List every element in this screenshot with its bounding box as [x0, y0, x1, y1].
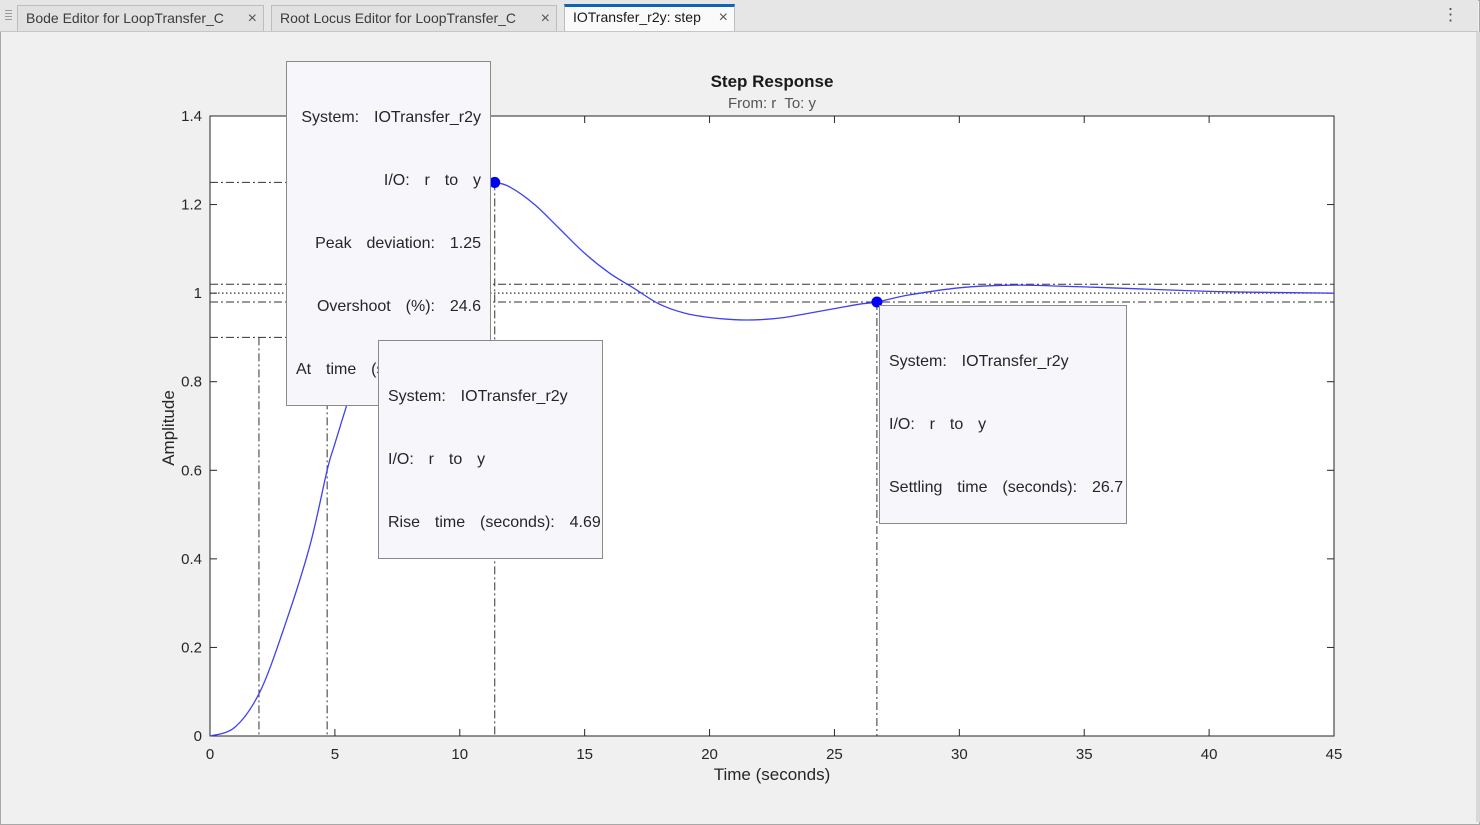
tab-root-locus-editor-label: Root Locus Editor for LoopTransfer_C — [280, 10, 517, 26]
close-icon[interactable]: × — [718, 9, 728, 26]
y-tick-label: 0.8 — [181, 374, 202, 391]
x-tick-label: 15 — [576, 746, 593, 763]
rise-time-datatip[interactable]: System: IOTransfer_r2y I/O: r to y Rise … — [378, 340, 603, 559]
settling-time-datatip[interactable]: System: IOTransfer_r2y I/O: r to y Settl… — [879, 305, 1127, 524]
chart-subtitle: From: r To: y — [728, 95, 817, 112]
y-tick-label: 1.2 — [181, 197, 202, 214]
datatip-line: I/O: r to y — [383, 172, 481, 189]
x-tick-label: 45 — [1326, 746, 1343, 763]
x-tick-label: 0 — [206, 746, 214, 763]
datatip-line: Overshoot (%): 24.6 — [316, 298, 481, 315]
tab-root-locus-editor[interactable]: Root Locus Editor for LoopTransfer_C × — [271, 5, 557, 31]
x-tick-label: 35 — [1076, 746, 1093, 763]
datatip-line: System: IOTransfer_r2y — [889, 353, 1069, 370]
datatip-line: Rise time (seconds): 4.69 — [388, 514, 601, 531]
document-tab-bar: Bode Editor for LoopTransfer_C × Root Lo… — [0, 0, 1478, 32]
datatip-line: Peak deviation: 1.25 — [315, 235, 481, 252]
y-tick-label: 0.2 — [181, 639, 202, 656]
chart-title: Step Response — [711, 72, 834, 91]
scrollbar[interactable] — [1476, 32, 1480, 822]
close-icon[interactable]: × — [540, 10, 550, 27]
y-tick-label: 0.6 — [181, 462, 202, 479]
tab-bode-editor-label: Bode Editor for LoopTransfer_C — [26, 10, 224, 26]
peak-marker — [489, 176, 501, 188]
step-response-curve[interactable] — [209, 181, 1335, 737]
datatip-line: Settling time (seconds): 26.7 — [889, 479, 1124, 496]
drag-grip-icon[interactable] — [5, 10, 12, 22]
settling-time-marker — [871, 296, 883, 308]
x-tick-label: 20 — [701, 746, 718, 763]
tab-iotransfer-step[interactable]: IOTransfer_r2y: step × — [564, 4, 735, 31]
x-tick-label: 5 — [331, 746, 339, 763]
tick-labels: 0 5 10 15 20 25 30 35 40 45 0 0.2 0.4 0.6 0.8 1 1.2 1.4 — [181, 108, 1342, 763]
y-tick-label: 0.4 — [181, 551, 202, 568]
y-axis-label: Amplitude — [159, 390, 178, 466]
x-tick-label: 40 — [1201, 746, 1218, 763]
x-tick-label: 10 — [451, 746, 468, 763]
y-tick-label: 1 — [194, 285, 202, 302]
x-tick-label: 30 — [951, 746, 968, 763]
tab-bode-editor[interactable]: Bode Editor for LoopTransfer_C × — [17, 5, 264, 31]
datatip-line: I/O: r to y — [889, 416, 987, 433]
datatip-line: I/O: r to y — [388, 451, 486, 468]
tab-iotransfer-step-label: IOTransfer_r2y: step — [573, 9, 701, 25]
x-axis-label: Time (seconds) — [714, 765, 831, 784]
close-icon[interactable]: × — [247, 10, 257, 27]
y-tick-label: 1.4 — [181, 108, 202, 125]
datatip-line: System: IOTransfer_r2y — [301, 109, 481, 126]
x-tick-label: 25 — [826, 746, 843, 763]
datatip-line: System: IOTransfer_r2y — [388, 388, 568, 405]
y-tick-label: 0 — [194, 728, 202, 745]
